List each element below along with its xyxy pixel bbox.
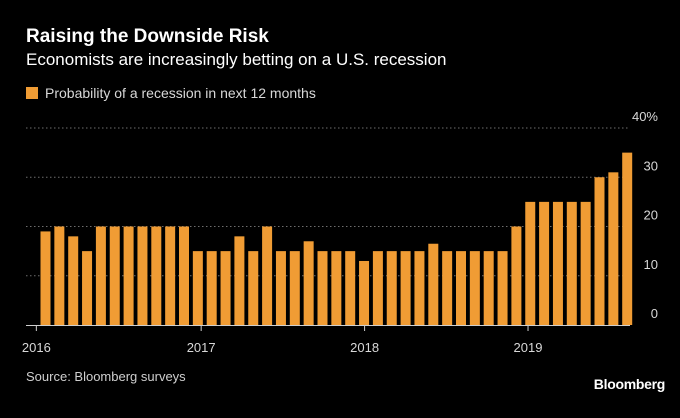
legend-swatch [26,87,38,99]
bar [303,241,314,325]
bar [54,226,65,325]
bar [469,251,480,325]
chart-subtitle: Economists are increasingly betting on a… [26,50,447,69]
legend-label: Probability of a recession in next 12 mo… [45,85,316,101]
bar [414,251,425,325]
y-tick-label: 10 [644,257,658,272]
bar [40,231,51,325]
bar [192,251,203,325]
bar [248,251,259,325]
bar [345,251,356,325]
y-tick-label: 20 [644,208,658,223]
bar [275,251,286,325]
chart-title: Raising the Downside Risk [26,26,269,47]
bar [428,243,439,325]
bar [525,201,536,325]
bar [456,251,466,325]
y-tick-label: 40% [632,109,658,124]
bar [442,251,453,325]
bar [580,201,591,325]
bar [386,251,397,325]
bar [234,236,245,325]
bar [206,251,217,325]
bar [372,251,383,325]
bar [594,177,605,325]
bar [331,251,342,325]
bloomberg-logo: Bloomberg [593,376,666,392]
x-tick-label: 2019 [514,340,543,355]
bar [123,226,134,325]
legend: Probability of a recession in next 12 mo… [26,85,316,101]
x-tick-label: 2017 [187,340,216,355]
x-tick-label: 2016 [22,340,51,355]
bar [317,251,328,325]
bar [165,226,176,325]
bar [497,251,508,325]
bar [539,201,550,325]
bar [68,236,79,325]
bar [622,152,633,325]
bar [566,201,577,325]
source-note: Source: Bloomberg surveys [26,369,186,384]
bar [483,251,494,325]
bar [511,226,522,325]
y-tick-label: 30 [644,158,658,173]
bar [289,251,300,325]
bar [608,172,619,325]
bar [359,260,370,325]
x-tick-label: 2018 [350,340,379,355]
bar [400,251,411,325]
bar [552,201,563,325]
bar [82,251,93,325]
axis-layer: 0 10 20 30 40% 2016 2017 2018 2019 [22,109,659,355]
bar [220,251,231,325]
bar [109,226,120,325]
y-tick-label: 0 [651,306,658,321]
bar [95,226,106,325]
bar [137,226,148,325]
bar [179,226,189,325]
bar [151,226,162,325]
bar-layer [40,152,633,325]
bar [262,226,273,325]
